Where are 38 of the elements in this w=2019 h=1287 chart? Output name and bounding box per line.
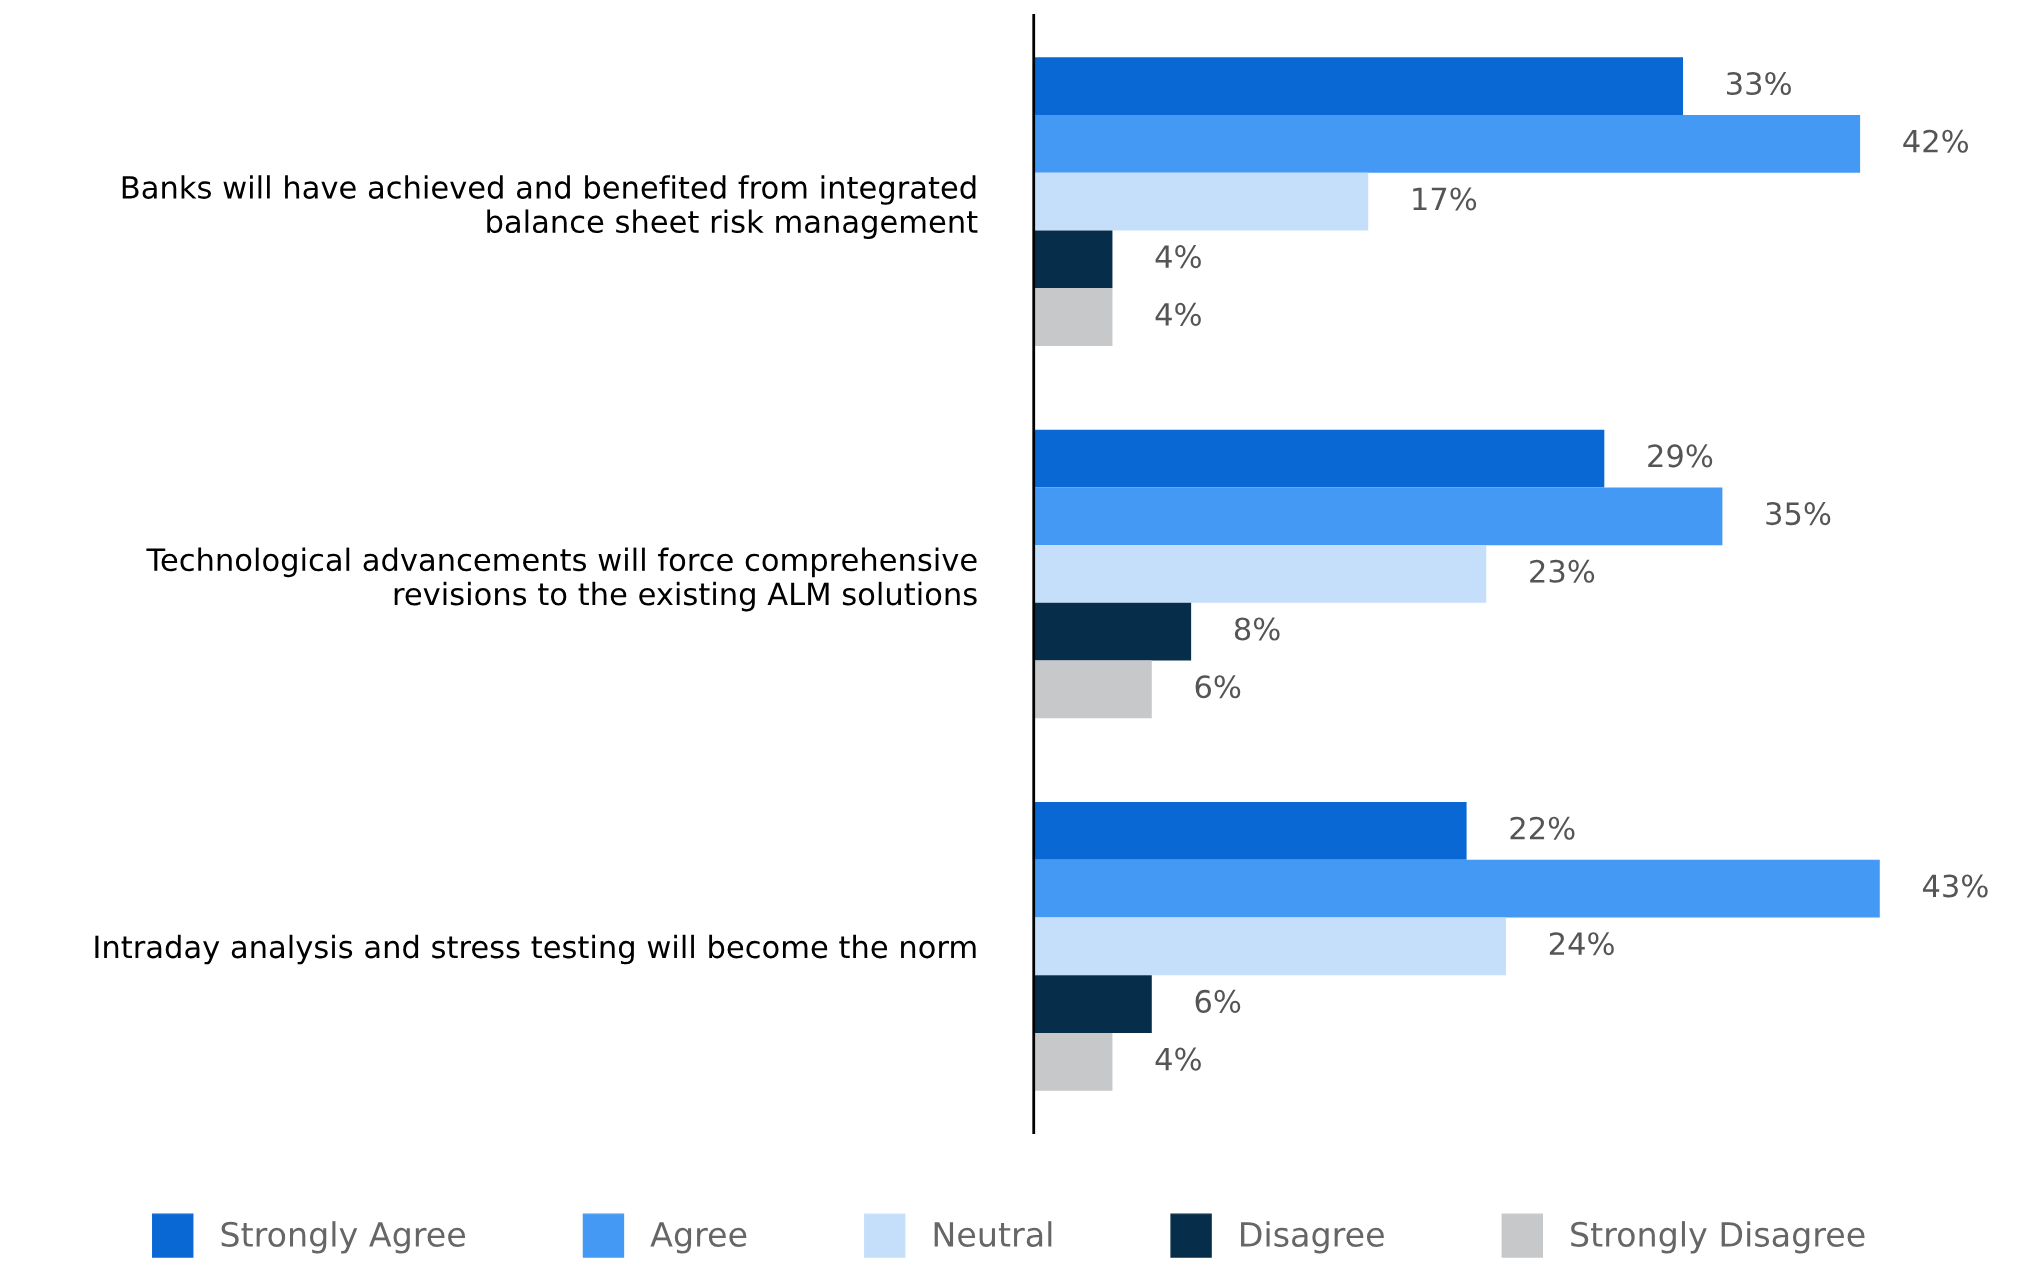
data-label: 24% [1549,932,1614,956]
data-label: 4% [1155,1047,1201,1071]
y-tick-label: Banks will have achieved and benefited from integrated balance sheet risk management [122,175,978,240]
bar [1033,1032,1113,1091]
data-label: 35% [1766,502,1831,526]
data-label: 4% [1155,302,1201,326]
data-label: 6% [1195,989,1241,1013]
data-label: 43% [1922,874,1988,898]
bar [1033,859,1880,918]
legend-label: Agree [650,1222,747,1254]
bar [1033,230,1113,289]
bar [1033,660,1152,719]
bar [1033,429,1605,488]
legend-label: Strongly Disagree [1571,1221,1865,1254]
data-label: 17% [1413,187,1477,211]
bar [1033,115,1861,173]
data-label: 29% [1648,444,1713,468]
data-label: 42% [1903,129,1968,153]
bar [1033,975,1152,1033]
data-label: 4% [1155,245,1201,269]
data-label: 8% [1234,617,1280,641]
legend-label: Neutral [934,1221,1052,1247]
bar [1033,545,1487,603]
bar [1033,57,1684,116]
bar [1033,172,1369,231]
y-tick-label: Intraday analysis and stress testing will become the norm [95,934,976,965]
bar [1033,487,1723,546]
y-tick-label: Technological advancements will force comprehensive revisions to the existing ALM solutions [146,547,977,612]
bar [1033,917,1506,976]
legend-label: Strongly Agree [221,1221,466,1254]
data-label: 23% [1530,559,1595,583]
bar [1033,288,1113,346]
bar [1033,802,1467,860]
bar [1033,602,1192,661]
data-label: 6% [1195,675,1241,699]
data-label: 22% [1510,816,1575,840]
legend-label: Disagree [1241,1221,1384,1254]
data-label: 33% [1727,71,1791,96]
